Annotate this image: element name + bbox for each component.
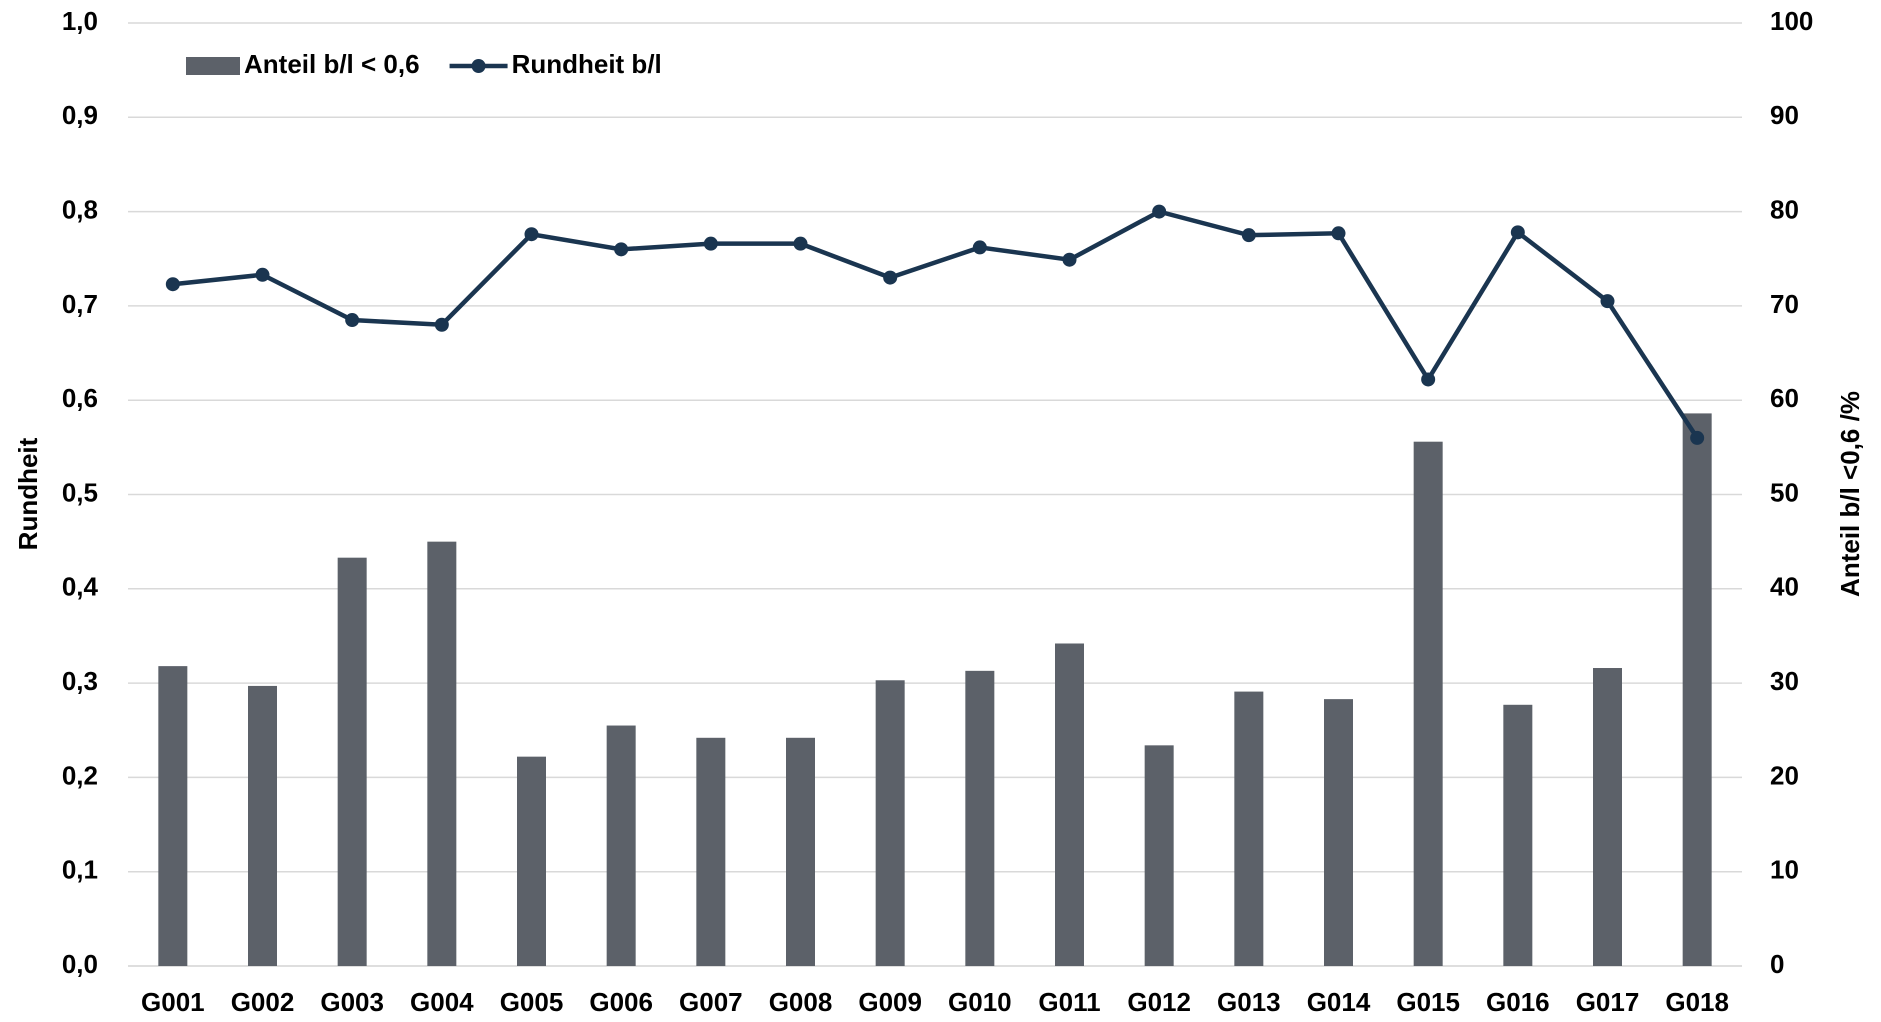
x-tick-label: G011 bbox=[1038, 987, 1100, 1017]
x-tick-label: G017 bbox=[1576, 987, 1640, 1017]
bar bbox=[1503, 704, 1533, 966]
marker bbox=[883, 270, 898, 285]
bar bbox=[1234, 691, 1264, 966]
y2-tick-label: 20 bbox=[1770, 760, 1799, 790]
x-tick-label: G012 bbox=[1127, 987, 1191, 1017]
bar bbox=[1055, 643, 1084, 966]
bar bbox=[965, 670, 995, 966]
marker bbox=[614, 242, 629, 257]
y2-tick-label: 70 bbox=[1770, 289, 1799, 319]
x-tick-label: G008 bbox=[769, 987, 833, 1017]
bar bbox=[1324, 699, 1353, 966]
y-tick-label: 0,1 bbox=[62, 855, 98, 885]
marker bbox=[1690, 430, 1705, 445]
marker bbox=[1152, 204, 1167, 219]
x-tick-label: G006 bbox=[589, 987, 653, 1017]
marker bbox=[972, 240, 987, 255]
y-tick-label: 1,0 bbox=[62, 6, 98, 36]
y2-tick-label: 0 bbox=[1770, 949, 1784, 979]
x-tick-label: G010 bbox=[948, 987, 1012, 1017]
y-tick-label: 0,9 bbox=[62, 100, 98, 130]
bar bbox=[517, 756, 546, 966]
x-tick-label: G018 bbox=[1665, 987, 1729, 1017]
y-tick-label: 0,7 bbox=[62, 289, 98, 319]
bar bbox=[696, 737, 726, 966]
x-tick-label: G013 bbox=[1217, 987, 1281, 1017]
y2-tick-label: 30 bbox=[1770, 666, 1799, 696]
y-tick-label: 0,0 bbox=[62, 949, 98, 979]
x-tick-label: G005 bbox=[500, 987, 564, 1017]
y2-tick-label: 40 bbox=[1770, 572, 1799, 602]
bar bbox=[1144, 745, 1174, 966]
bar bbox=[606, 725, 636, 966]
x-tick-label: G014 bbox=[1307, 987, 1371, 1017]
bar bbox=[1593, 668, 1622, 966]
bar bbox=[1682, 413, 1712, 967]
bar bbox=[875, 680, 905, 966]
y-tick-label: 0,5 bbox=[62, 477, 98, 507]
x-tick-label: G001 bbox=[141, 987, 205, 1017]
legend-marker bbox=[471, 59, 486, 73]
legend-swatch bbox=[186, 57, 240, 75]
x-tick-label: G002 bbox=[231, 987, 295, 1017]
marker bbox=[1600, 294, 1615, 309]
marker bbox=[793, 236, 808, 251]
marker bbox=[1062, 252, 1077, 267]
y2-tick-label: 100 bbox=[1770, 6, 1813, 36]
y-axis-title: Rundheit bbox=[13, 437, 43, 550]
marker bbox=[524, 227, 539, 242]
y-tick-label: 0,4 bbox=[62, 572, 99, 602]
marker bbox=[434, 317, 449, 332]
x-tick-label: G004 bbox=[410, 987, 474, 1017]
bar bbox=[248, 685, 277, 966]
marker bbox=[1241, 228, 1256, 243]
bar bbox=[337, 557, 367, 966]
y2-tick-label: 10 bbox=[1770, 855, 1799, 885]
legend-label: Rundheit b/l bbox=[512, 49, 662, 79]
line bbox=[172, 209, 1700, 440]
y-tick-label: 0,2 bbox=[62, 760, 98, 790]
legend-label: Anteil b/l < 0,6 bbox=[244, 49, 420, 79]
bar bbox=[427, 541, 457, 966]
marker bbox=[1331, 226, 1346, 241]
y-tick-label: 0,6 bbox=[62, 383, 98, 413]
bar bbox=[786, 737, 815, 966]
y2-tick-label: 60 bbox=[1770, 383, 1799, 413]
x-tick-label: G016 bbox=[1486, 987, 1550, 1017]
y2-tick-label: 90 bbox=[1770, 100, 1799, 130]
y-tick-label: 0,8 bbox=[62, 194, 98, 224]
y2-axis-title: Anteil b/l <0,6 /% bbox=[1835, 391, 1865, 597]
marker bbox=[1510, 225, 1525, 240]
x-tick-label: G007 bbox=[679, 987, 743, 1017]
bar bbox=[158, 666, 188, 966]
bar bbox=[1413, 441, 1443, 966]
y2-tick-label: 50 bbox=[1770, 477, 1799, 507]
y2-tick-label: 80 bbox=[1770, 194, 1799, 224]
x-tick-label: G015 bbox=[1396, 987, 1460, 1017]
marker bbox=[255, 267, 270, 282]
x-tick-label: G003 bbox=[320, 987, 384, 1017]
marker bbox=[1421, 372, 1436, 387]
marker bbox=[345, 313, 360, 328]
x-tick-label: G009 bbox=[858, 987, 922, 1017]
marker bbox=[703, 236, 718, 251]
marker bbox=[165, 277, 180, 292]
y-tick-label: 0,3 bbox=[62, 666, 98, 696]
